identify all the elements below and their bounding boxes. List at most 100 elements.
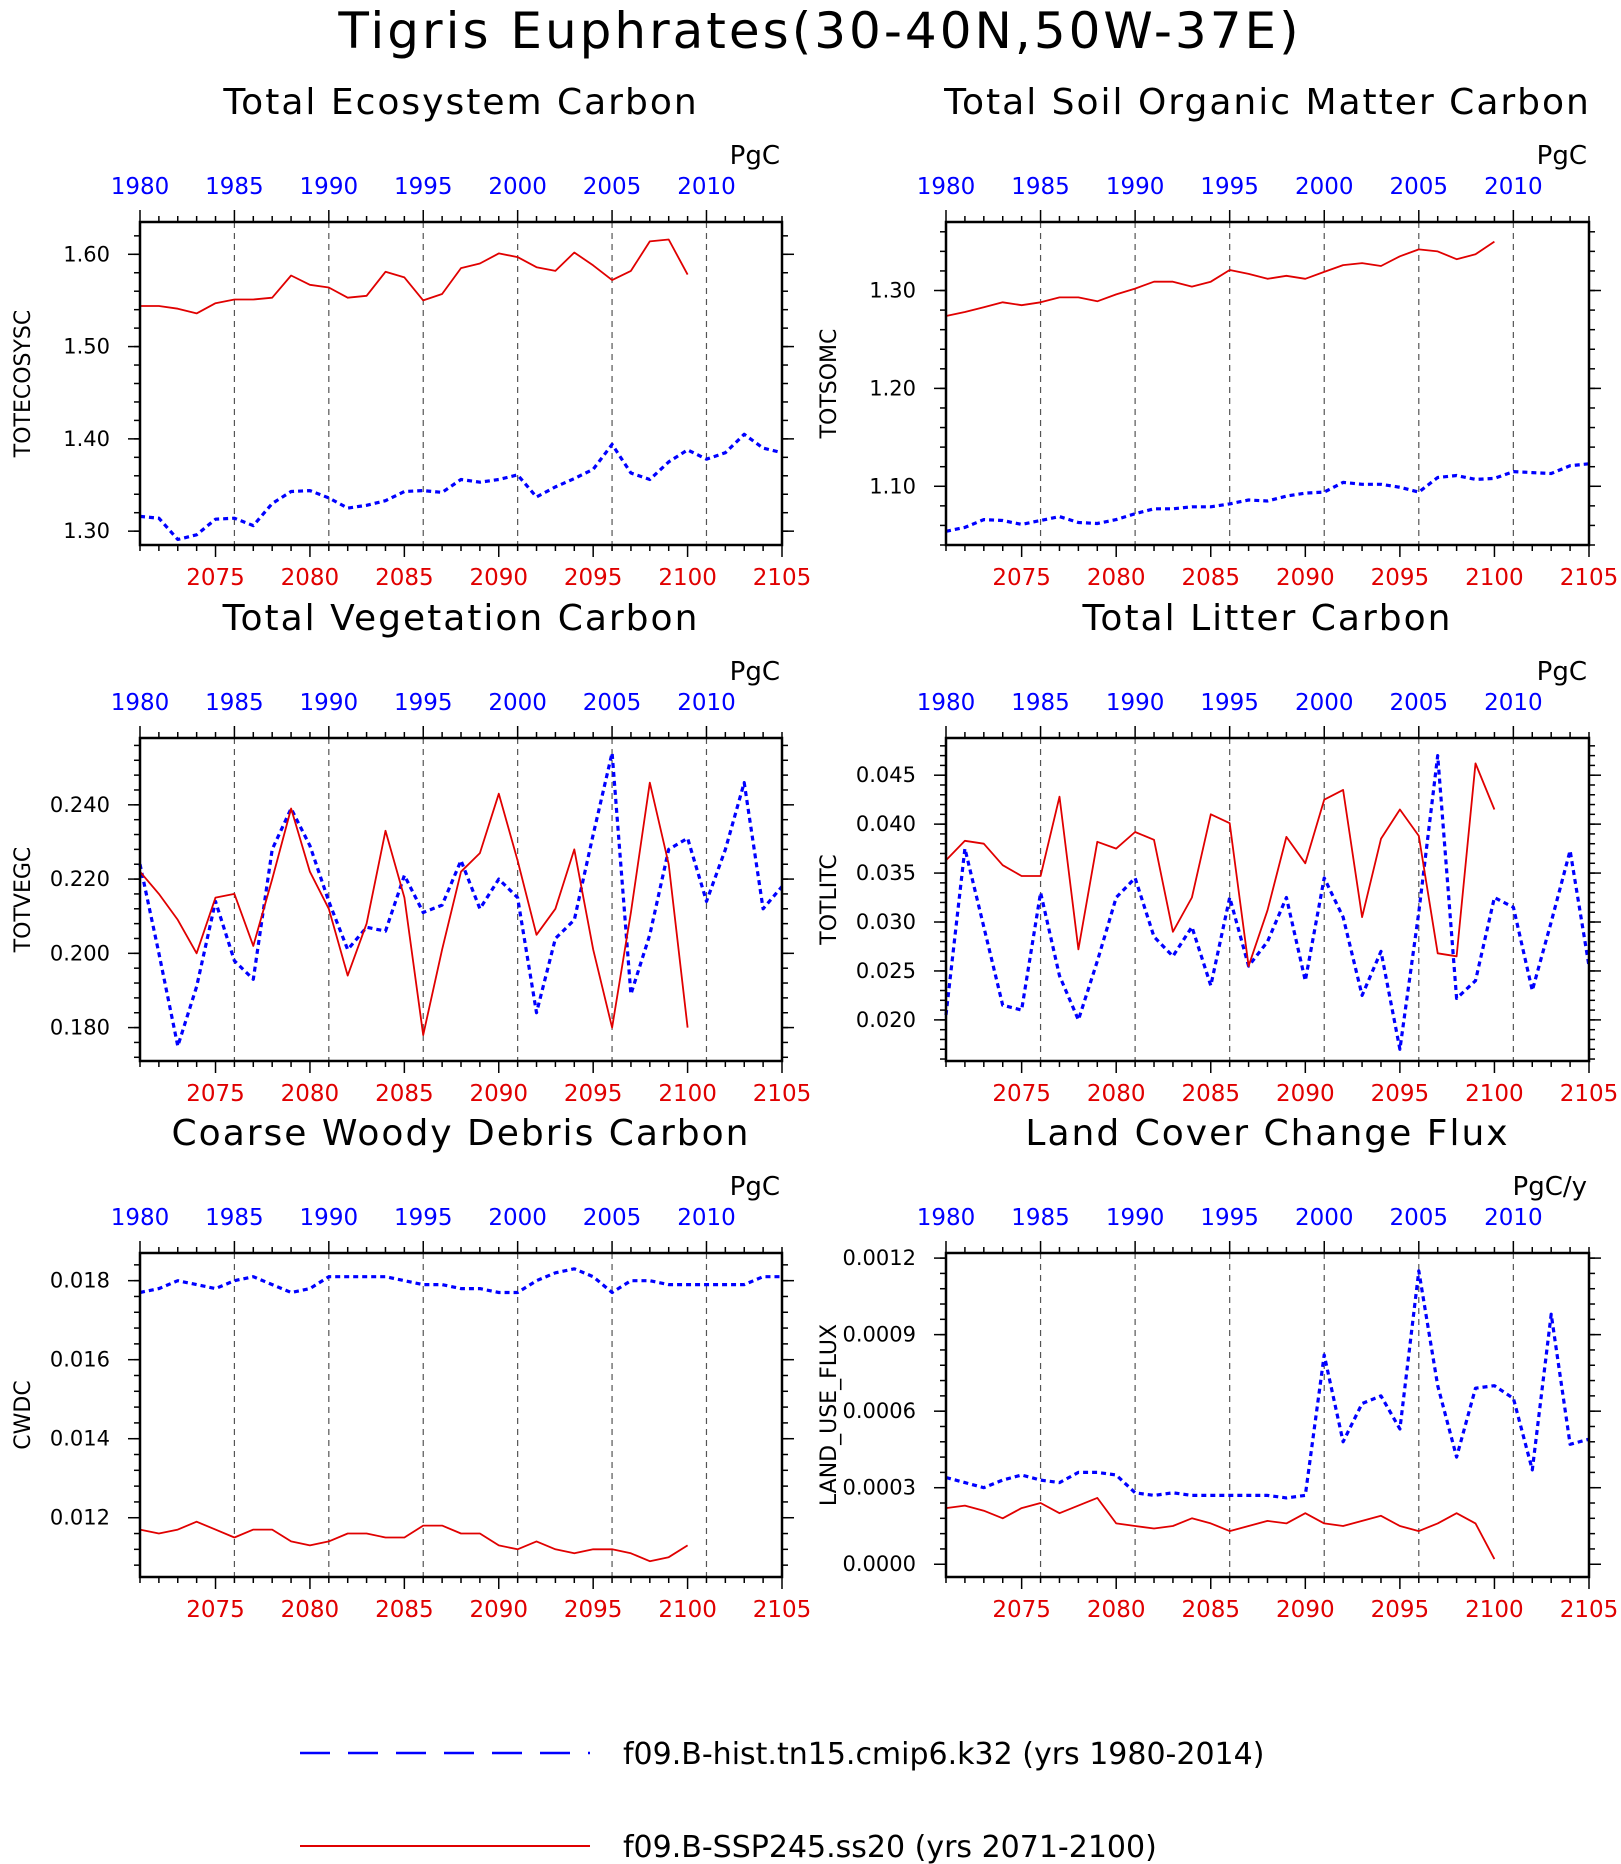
units-label: PgC xyxy=(1537,141,1587,171)
plot-frame xyxy=(138,736,784,1063)
y-tick-label: 0.020 xyxy=(856,1008,916,1032)
y-tick-label: 0.040 xyxy=(856,812,916,836)
y-axis-label: LAND_USE_FLUX xyxy=(817,1324,842,1506)
plot-frame xyxy=(944,1251,1591,1579)
units-label: PgC xyxy=(730,1172,780,1202)
top-tick-label: 1990 xyxy=(300,174,359,200)
top-tick-label: 2005 xyxy=(583,174,642,200)
units-label: PgC/y xyxy=(1513,1172,1587,1202)
y-tick-label: 0.030 xyxy=(856,910,916,934)
plot-frame xyxy=(138,220,784,547)
y-tick-label: 0.018 xyxy=(50,1269,110,1293)
x-tick-label: 2080 xyxy=(1087,565,1146,591)
y-axis-label: TOTECOSYSC xyxy=(11,310,36,459)
y-axis-label: TOTVEGC xyxy=(11,847,36,954)
y-tick-label: 1.30 xyxy=(63,519,110,543)
x-tick-label: 2095 xyxy=(1371,565,1430,591)
top-tick-label: 1995 xyxy=(1200,174,1259,200)
top-tick-label: 2005 xyxy=(1390,174,1449,200)
x-tick-label: 2095 xyxy=(1371,1597,1430,1623)
panel-1: Total Ecosystem Carbon PgC TOTECOSYSC 2075 2… xyxy=(11,82,811,591)
figure-title: Tigris Euphrates(30-40N,50W-37E) xyxy=(337,2,1301,60)
x-tick-label: 2105 xyxy=(753,565,812,591)
top-tick-label: 1990 xyxy=(1106,690,1165,716)
x-tick-label: 2075 xyxy=(992,1081,1051,1107)
series-line-hist xyxy=(945,462,1590,533)
series-line-hist xyxy=(139,432,783,542)
y-tick-label: 0.025 xyxy=(856,959,916,983)
top-tick-label: 2005 xyxy=(583,690,642,716)
y-tick-label: 0.240 xyxy=(50,793,110,817)
top-tick-label: 2005 xyxy=(1390,1205,1449,1231)
y-axis-label: CWDC xyxy=(11,1380,36,1449)
x-tick-label: 2100 xyxy=(658,565,717,591)
top-tick-label: 1980 xyxy=(111,1205,170,1231)
panel-4: Total Litter Carbon PgC TOTLITC 2075 2080 208… xyxy=(817,598,1618,1107)
x-tick-label: 2100 xyxy=(1465,1081,1524,1107)
series-line-ssp xyxy=(139,781,689,1036)
x-tick-label: 2080 xyxy=(281,565,340,591)
y-tick-label: 0.0003 xyxy=(843,1476,916,1500)
top-tick-label: 1980 xyxy=(917,1205,976,1231)
y-tick-label: 0.0009 xyxy=(843,1323,916,1347)
units-label: PgC xyxy=(730,141,780,171)
x-tick-label: 2090 xyxy=(1276,565,1335,591)
top-tick-label: 2010 xyxy=(1484,690,1543,716)
series-line-hist xyxy=(944,753,1591,1051)
x-tick-label: 2075 xyxy=(992,565,1051,591)
top-tick-label: 2000 xyxy=(488,174,547,200)
y-tick-label: 1.60 xyxy=(63,242,110,266)
x-tick-label: 2080 xyxy=(281,1597,340,1623)
panel-5: Coarse Woody Debris Carbon PgC CWDC 2075 208… xyxy=(11,1113,811,1623)
panel-title: Total Litter Carbon xyxy=(1082,598,1453,639)
x-tick-label: 2095 xyxy=(1371,1081,1430,1107)
top-tick-label: 1980 xyxy=(111,174,170,200)
x-tick-label: 2100 xyxy=(1465,1597,1524,1623)
series-line-ssp xyxy=(945,240,1495,317)
series-line-hist xyxy=(945,1269,1590,1500)
legend-hist-label: f09.B-hist.tn15.cmip6.k32 (yrs 1980-2014… xyxy=(623,1737,1264,1772)
top-tick-label: 1985 xyxy=(1011,1205,1070,1231)
y-tick-label: 0.0000 xyxy=(843,1552,916,1576)
panels: Total Ecosystem Carbon PgC TOTECOSYSC 2075 2… xyxy=(11,82,1618,1623)
top-tick-label: 2000 xyxy=(488,1205,547,1231)
top-tick-label: 2005 xyxy=(1390,690,1449,716)
top-tick-label: 1995 xyxy=(1200,1205,1259,1231)
top-tick-label: 1995 xyxy=(394,690,453,716)
panel-title: Total Ecosystem Carbon xyxy=(222,82,698,123)
y-tick-label: 0.220 xyxy=(50,867,110,891)
top-tick-label: 1985 xyxy=(205,1205,264,1231)
y-tick-label: 0.035 xyxy=(856,861,916,885)
plot-frame xyxy=(138,1251,784,1579)
series-line-ssp xyxy=(945,762,1496,967)
top-tick-label: 2000 xyxy=(1295,174,1354,200)
x-tick-label: 2085 xyxy=(375,1597,434,1623)
y-tick-label: 0.0006 xyxy=(843,1399,916,1423)
top-tick-label: 2000 xyxy=(1295,1205,1354,1231)
top-tick-label: 2000 xyxy=(1295,690,1354,716)
y-tick-label: 1.10 xyxy=(869,474,916,498)
x-tick-label: 2090 xyxy=(1276,1597,1335,1623)
x-tick-label: 2105 xyxy=(1560,1597,1619,1623)
y-tick-label: 1.40 xyxy=(63,427,110,451)
top-tick-label: 2010 xyxy=(1484,1205,1543,1231)
panel-title: Total Soil Organic Matter Carbon xyxy=(943,82,1591,123)
x-tick-label: 2090 xyxy=(1276,1081,1335,1107)
series-line-hist xyxy=(138,751,784,1048)
top-tick-label: 1985 xyxy=(1011,690,1070,716)
top-tick-label: 2010 xyxy=(677,1205,736,1231)
y-axis-label: TOTLITC xyxy=(817,854,842,945)
y-tick-label: 0.016 xyxy=(50,1348,110,1372)
plot-frame xyxy=(944,736,1591,1063)
top-tick-label: 1985 xyxy=(205,690,264,716)
units-label: PgC xyxy=(730,657,780,687)
top-tick-label: 1995 xyxy=(394,1205,453,1231)
top-tick-label: 2010 xyxy=(1484,174,1543,200)
top-tick-label: 1980 xyxy=(111,690,170,716)
x-tick-label: 2090 xyxy=(469,565,528,591)
legend-ssp-label: f09.B-SSP245.ss20 (yrs 2071-2100) xyxy=(623,1830,1157,1864)
top-tick-label: 1980 xyxy=(917,174,976,200)
top-tick-label: 1985 xyxy=(1011,174,1070,200)
